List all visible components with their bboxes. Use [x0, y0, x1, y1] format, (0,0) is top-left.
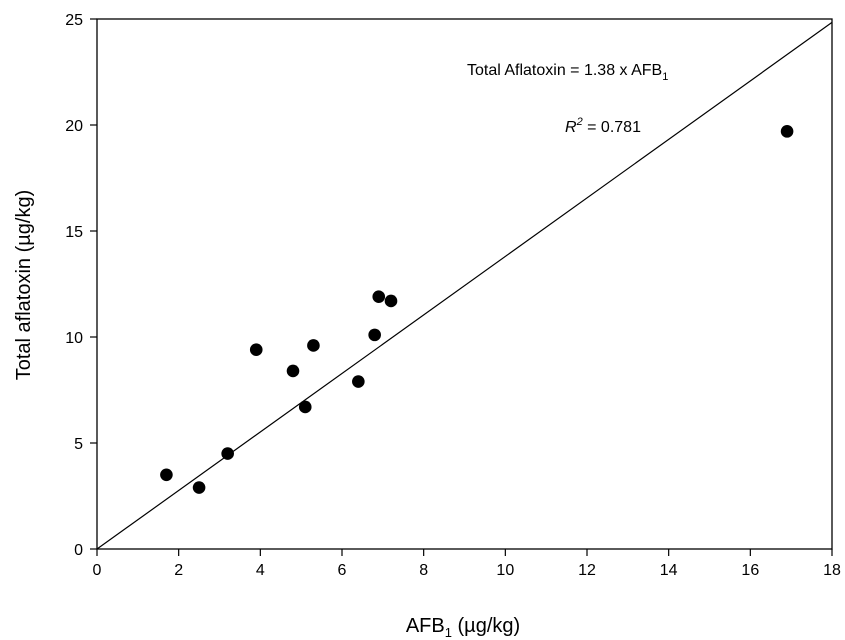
- x-tick-label: 2: [174, 562, 183, 579]
- x-axis-ticks: 0 2 4 6 8 10 12 14 16 18: [93, 549, 841, 579]
- fit-line-layer: [96, 21, 833, 550]
- data-point: [780, 125, 794, 138]
- y-axis-ticks: 0 5 10 15 20 25: [65, 12, 97, 559]
- x-tick-label: 14: [660, 562, 678, 579]
- y-tick-label: 25: [65, 12, 83, 29]
- y-tick-label: 10: [65, 330, 83, 347]
- plot-area-frame: [96, 18, 833, 550]
- data-point: [307, 339, 320, 352]
- x-tick-label: 10: [496, 562, 514, 579]
- data-point: [192, 481, 206, 494]
- y-tick-label: 15: [65, 224, 83, 241]
- data-points-layer: [160, 125, 794, 494]
- data-point: [160, 468, 173, 482]
- data-point: [384, 294, 398, 308]
- y-tick-label: 20: [65, 118, 83, 135]
- data-point: [352, 375, 365, 388]
- data-point: [372, 290, 386, 304]
- x-tick-label: 4: [256, 562, 265, 579]
- x-axis-label: AFB1 (µg/kg): [406, 615, 520, 640]
- data-point: [286, 364, 300, 378]
- y-tick-label: 0: [74, 542, 83, 559]
- data-point: [249, 343, 263, 357]
- data-point: [368, 328, 381, 342]
- x-tick-label: 6: [338, 562, 347, 579]
- x-tick-label: 16: [741, 562, 759, 579]
- data-point: [298, 400, 312, 414]
- regression-fit-line: [96, 21, 833, 550]
- y-tick-label: 5: [74, 436, 83, 453]
- r-squared-annotation: R2 = 0.781: [565, 116, 641, 136]
- x-tick-label: 18: [823, 562, 841, 579]
- x-tick-label: 12: [578, 562, 596, 579]
- x-tick-label: 0: [93, 562, 102, 579]
- y-axis-label: Total aflatoxin (µg/kg): [13, 190, 35, 381]
- x-tick-label: 8: [419, 562, 428, 579]
- regression-equation: Total Aflatoxin = 1.38 x AFB1: [467, 62, 668, 83]
- data-point: [221, 447, 234, 460]
